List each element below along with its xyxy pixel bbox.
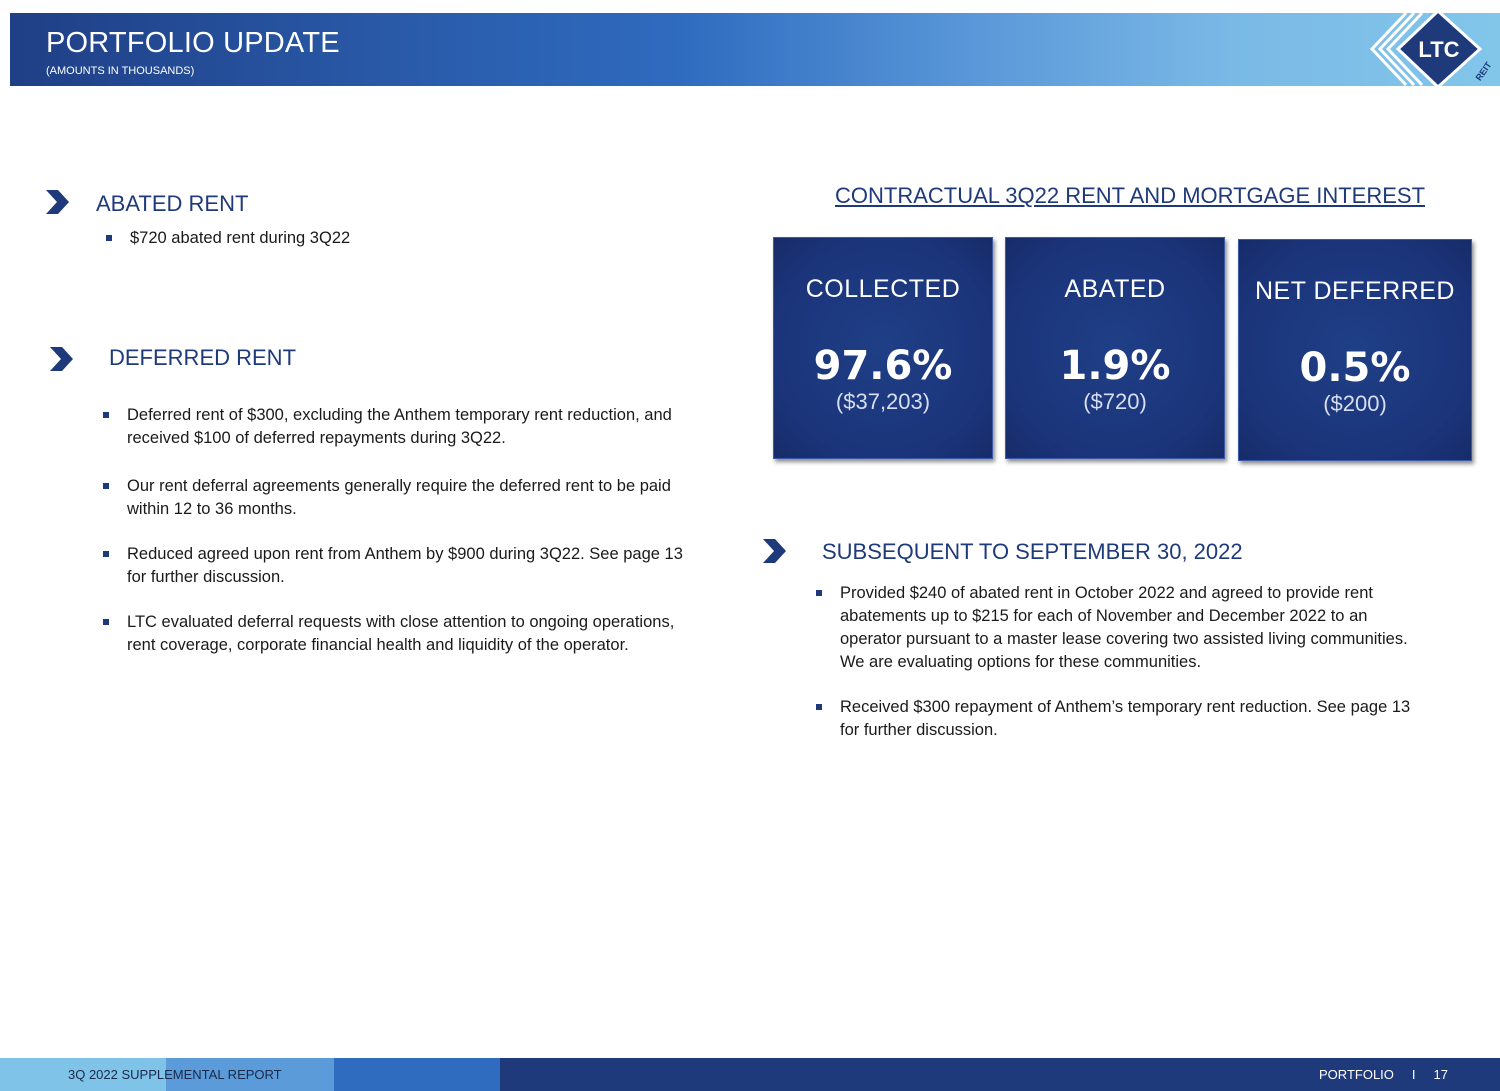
net-deferred-card: NET DEFERRED 0.5% ($200) bbox=[1238, 239, 1472, 461]
footer: 3Q 2022 SUPPLEMENTAL REPORT PORTFOLIO I 17 bbox=[0, 1058, 1500, 1091]
abated-card: ABATED 1.9% ($720) bbox=[1005, 237, 1225, 459]
card-amount: ($200) bbox=[1323, 391, 1387, 416]
card-label: ABATED bbox=[1064, 275, 1166, 303]
list-item: Provided $240 of abated rent in October … bbox=[816, 582, 1416, 674]
page-number: 17 bbox=[1433, 1067, 1448, 1082]
card-label: NET DEFERRED bbox=[1254, 277, 1455, 305]
chevron-right-icon bbox=[763, 539, 786, 563]
subsequent-list: Provided $240 of abated rent in October … bbox=[816, 582, 1416, 742]
chevron-right-icon bbox=[46, 190, 69, 214]
header-banner: PORTFOLIO UPDATE (AMOUNTS IN THOUSANDS) … bbox=[10, 9, 1500, 90]
abated-rent-list: $720 abated rent during 3Q22 bbox=[106, 227, 666, 250]
card-amount: ($37,203) bbox=[835, 389, 931, 414]
chevron-right-icon bbox=[50, 347, 73, 371]
card-label: COLLECTED bbox=[805, 275, 961, 303]
contractual-title: CONTRACTUAL 3Q22 RENT AND MORTGAGE INTER… bbox=[835, 183, 1426, 208]
deferred-rent-title: DEFERRED RENT bbox=[109, 345, 297, 370]
logo-subtext: REIT bbox=[1474, 60, 1494, 83]
footer-accent bbox=[166, 1058, 334, 1091]
card-percent: 0.5% bbox=[1299, 345, 1411, 391]
list-item: $720 abated rent during 3Q22 bbox=[106, 227, 666, 250]
page-title: PORTFOLIO UPDATE bbox=[46, 27, 340, 59]
deferred-rent-list: Deferred rent of $300, excluding the Ant… bbox=[103, 404, 693, 657]
ltc-logo: LTC REIT bbox=[1369, 9, 1494, 90]
list-item: Reduced agreed upon rent from Anthem by … bbox=[103, 543, 693, 589]
list-item: Our rent deferral agreements generally r… bbox=[103, 475, 693, 521]
footer-accent bbox=[334, 1058, 500, 1091]
card-percent: 97.6% bbox=[813, 343, 953, 389]
collected-card: COLLECTED 97.6% ($37,203) bbox=[773, 237, 993, 459]
card-amount: ($720) bbox=[1083, 389, 1147, 414]
list-item: Received $300 repayment of Anthem’s temp… bbox=[816, 696, 1416, 742]
section-name: PORTFOLIO bbox=[1319, 1067, 1394, 1082]
abated-rent-title: ABATED RENT bbox=[96, 191, 249, 216]
page-indicator: PORTFOLIO I 17 bbox=[1319, 1067, 1448, 1082]
logo-text: LTC bbox=[1418, 37, 1459, 62]
report-name: 3Q 2022 SUPPLEMENTAL REPORT bbox=[68, 1067, 282, 1082]
separator: I bbox=[1411, 1067, 1416, 1082]
list-item: Deferred rent of $300, excluding the Ant… bbox=[103, 404, 693, 450]
card-percent: 1.9% bbox=[1059, 343, 1171, 389]
footer-accent bbox=[0, 1058, 166, 1091]
page-subtitle: (AMOUNTS IN THOUSANDS) bbox=[46, 65, 195, 77]
subsequent-title: SUBSEQUENT TO SEPTEMBER 30, 2022 bbox=[822, 539, 1243, 564]
list-item: LTC evaluated deferral requests with clo… bbox=[103, 611, 693, 657]
